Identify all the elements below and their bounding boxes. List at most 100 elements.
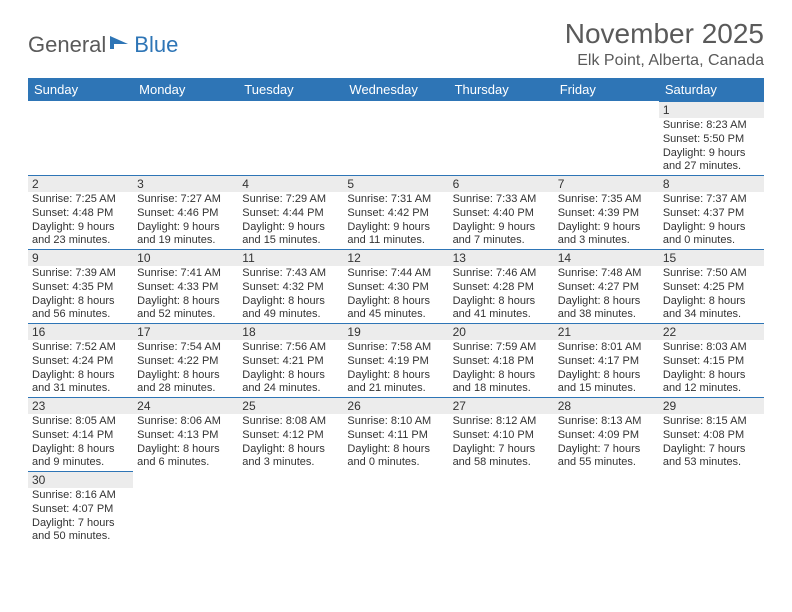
day-number: 22 <box>659 323 764 340</box>
day-number: 20 <box>449 323 554 340</box>
day-cell: 4Sunrise: 7:29 AMSunset: 4:44 PMDaylight… <box>238 175 343 249</box>
day-cell: 19Sunrise: 7:58 AMSunset: 4:19 PMDayligh… <box>343 323 448 397</box>
sun-info: Sunrise: 7:35 AMSunset: 4:39 PMDaylight:… <box>554 192 659 248</box>
sun-info: Sunrise: 7:29 AMSunset: 4:44 PMDaylight:… <box>238 192 343 248</box>
calendar-page: General Blue November 2025 Elk Point, Al… <box>0 0 792 545</box>
day-number: 29 <box>659 397 764 414</box>
day-number: 9 <box>28 249 133 266</box>
day-cell: 30Sunrise: 8:16 AMSunset: 4:07 PMDayligh… <box>28 471 133 545</box>
day-number: 15 <box>659 249 764 266</box>
day-number: 19 <box>343 323 448 340</box>
day-number: 28 <box>554 397 659 414</box>
day-cell: 17Sunrise: 7:54 AMSunset: 4:22 PMDayligh… <box>133 323 238 397</box>
sun-info: Sunrise: 8:12 AMSunset: 4:10 PMDaylight:… <box>449 414 554 470</box>
day-number: 1 <box>659 101 764 118</box>
sun-info: Sunrise: 8:15 AMSunset: 4:08 PMDaylight:… <box>659 414 764 470</box>
day-number: 3 <box>133 175 238 192</box>
day-cell: 5Sunrise: 7:31 AMSunset: 4:42 PMDaylight… <box>343 175 448 249</box>
sun-info: Sunrise: 7:27 AMSunset: 4:46 PMDaylight:… <box>133 192 238 248</box>
day-cell <box>343 101 448 175</box>
week-row: 23Sunrise: 8:05 AMSunset: 4:14 PMDayligh… <box>28 397 764 471</box>
day-number: 4 <box>238 175 343 192</box>
day-cell: 16Sunrise: 7:52 AMSunset: 4:24 PMDayligh… <box>28 323 133 397</box>
day-cell: 21Sunrise: 8:01 AMSunset: 4:17 PMDayligh… <box>554 323 659 397</box>
calendar-table: Sunday Monday Tuesday Wednesday Thursday… <box>28 78 764 545</box>
sun-info: Sunrise: 7:56 AMSunset: 4:21 PMDaylight:… <box>238 340 343 396</box>
day-cell: 20Sunrise: 7:59 AMSunset: 4:18 PMDayligh… <box>449 323 554 397</box>
day-cell: 25Sunrise: 8:08 AMSunset: 4:12 PMDayligh… <box>238 397 343 471</box>
header: General Blue November 2025 Elk Point, Al… <box>28 18 764 70</box>
day-number: 2 <box>28 175 133 192</box>
sun-info: Sunrise: 8:05 AMSunset: 4:14 PMDaylight:… <box>28 414 133 470</box>
day-cell: 10Sunrise: 7:41 AMSunset: 4:33 PMDayligh… <box>133 249 238 323</box>
day-cell: 28Sunrise: 8:13 AMSunset: 4:09 PMDayligh… <box>554 397 659 471</box>
day-cell <box>133 471 238 545</box>
day-cell: 15Sunrise: 7:50 AMSunset: 4:25 PMDayligh… <box>659 249 764 323</box>
day-number: 12 <box>343 249 448 266</box>
sun-info: Sunrise: 7:33 AMSunset: 4:40 PMDaylight:… <box>449 192 554 248</box>
day-cell: 1Sunrise: 8:23 AMSunset: 5:50 PMDaylight… <box>659 101 764 175</box>
day-cell <box>238 471 343 545</box>
day-number: 18 <box>238 323 343 340</box>
day-cell <box>238 101 343 175</box>
title-block: November 2025 Elk Point, Alberta, Canada <box>565 18 764 70</box>
sun-info: Sunrise: 7:44 AMSunset: 4:30 PMDaylight:… <box>343 266 448 322</box>
day-cell: 18Sunrise: 7:56 AMSunset: 4:21 PMDayligh… <box>238 323 343 397</box>
day-cell <box>659 471 764 545</box>
day-number: 13 <box>449 249 554 266</box>
sun-info: Sunrise: 7:59 AMSunset: 4:18 PMDaylight:… <box>449 340 554 396</box>
sun-info: Sunrise: 7:37 AMSunset: 4:37 PMDaylight:… <box>659 192 764 248</box>
col-mon: Monday <box>133 78 238 101</box>
day-number: 23 <box>28 397 133 414</box>
day-number: 16 <box>28 323 133 340</box>
sun-info: Sunrise: 8:06 AMSunset: 4:13 PMDaylight:… <box>133 414 238 470</box>
logo-text-b: Blue <box>134 32 178 58</box>
day-number: 6 <box>449 175 554 192</box>
day-cell <box>449 471 554 545</box>
month-title: November 2025 <box>565 18 764 50</box>
day-cell <box>133 101 238 175</box>
day-cell: 11Sunrise: 7:43 AMSunset: 4:32 PMDayligh… <box>238 249 343 323</box>
sun-info: Sunrise: 8:08 AMSunset: 4:12 PMDaylight:… <box>238 414 343 470</box>
day-cell <box>28 101 133 175</box>
sun-info: Sunrise: 8:03 AMSunset: 4:15 PMDaylight:… <box>659 340 764 396</box>
day-number: 10 <box>133 249 238 266</box>
sun-info: Sunrise: 7:39 AMSunset: 4:35 PMDaylight:… <box>28 266 133 322</box>
week-row: 16Sunrise: 7:52 AMSunset: 4:24 PMDayligh… <box>28 323 764 397</box>
col-sun: Sunday <box>28 78 133 101</box>
sun-info: Sunrise: 7:43 AMSunset: 4:32 PMDaylight:… <box>238 266 343 322</box>
sun-info: Sunrise: 7:31 AMSunset: 4:42 PMDaylight:… <box>343 192 448 248</box>
sun-info: Sunrise: 7:50 AMSunset: 4:25 PMDaylight:… <box>659 266 764 322</box>
day-number: 26 <box>343 397 448 414</box>
day-cell <box>554 471 659 545</box>
sun-info: Sunrise: 8:01 AMSunset: 4:17 PMDaylight:… <box>554 340 659 396</box>
day-cell: 7Sunrise: 7:35 AMSunset: 4:39 PMDaylight… <box>554 175 659 249</box>
day-cell: 22Sunrise: 8:03 AMSunset: 4:15 PMDayligh… <box>659 323 764 397</box>
day-number: 27 <box>449 397 554 414</box>
col-tue: Tuesday <box>238 78 343 101</box>
day-number: 8 <box>659 175 764 192</box>
sun-info: Sunrise: 8:23 AMSunset: 5:50 PMDaylight:… <box>659 118 764 174</box>
sun-info: Sunrise: 7:58 AMSunset: 4:19 PMDaylight:… <box>343 340 448 396</box>
col-thu: Thursday <box>449 78 554 101</box>
day-number: 11 <box>238 249 343 266</box>
sun-info: Sunrise: 7:41 AMSunset: 4:33 PMDaylight:… <box>133 266 238 322</box>
col-fri: Friday <box>554 78 659 101</box>
day-cell: 23Sunrise: 8:05 AMSunset: 4:14 PMDayligh… <box>28 397 133 471</box>
week-row: 30Sunrise: 8:16 AMSunset: 4:07 PMDayligh… <box>28 471 764 545</box>
day-cell: 8Sunrise: 7:37 AMSunset: 4:37 PMDaylight… <box>659 175 764 249</box>
day-number: 25 <box>238 397 343 414</box>
flag-icon <box>110 34 132 57</box>
logo-text-a: General <box>28 32 106 58</box>
logo: General Blue <box>28 18 178 58</box>
day-cell: 14Sunrise: 7:48 AMSunset: 4:27 PMDayligh… <box>554 249 659 323</box>
day-number: 5 <box>343 175 448 192</box>
location: Elk Point, Alberta, Canada <box>565 52 764 70</box>
day-number: 30 <box>28 471 133 488</box>
sun-info: Sunrise: 7:54 AMSunset: 4:22 PMDaylight:… <box>133 340 238 396</box>
day-cell: 2Sunrise: 7:25 AMSunset: 4:48 PMDaylight… <box>28 175 133 249</box>
sun-info: Sunrise: 8:16 AMSunset: 4:07 PMDaylight:… <box>28 488 133 544</box>
week-row: 2Sunrise: 7:25 AMSunset: 4:48 PMDaylight… <box>28 175 764 249</box>
day-cell: 6Sunrise: 7:33 AMSunset: 4:40 PMDaylight… <box>449 175 554 249</box>
sun-info: Sunrise: 8:13 AMSunset: 4:09 PMDaylight:… <box>554 414 659 470</box>
